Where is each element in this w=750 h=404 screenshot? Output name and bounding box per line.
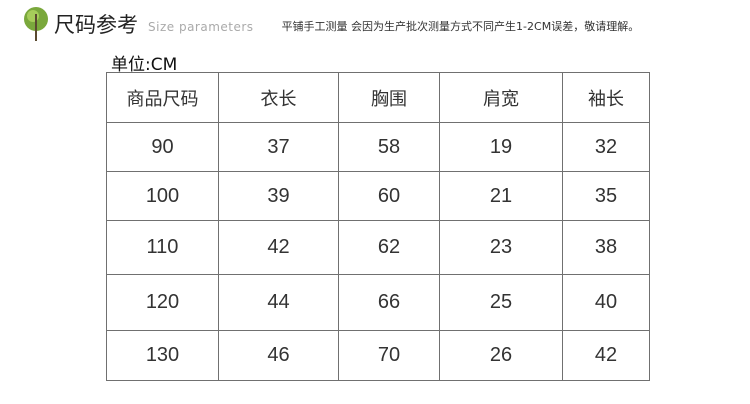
table-cell: 100 (106, 171, 219, 221)
column-header: 胸围 (338, 72, 440, 123)
table-cell: 21 (439, 171, 563, 221)
measurement-note: 平铺手工测量 会因为生产批次测量方式不同产生1-2CM误差，敬请理解。 (281, 20, 640, 33)
table-cell: 44 (218, 274, 339, 331)
table-cell: 35 (562, 171, 650, 221)
table-row: 120 44 66 25 40 (106, 274, 650, 331)
table-cell: 23 (439, 220, 563, 275)
leaf-icon (24, 7, 48, 41)
page-title: 尺码参考 (54, 13, 138, 37)
column-header: 肩宽 (439, 72, 563, 123)
table-cell: 130 (106, 330, 219, 381)
table-cell: 46 (218, 330, 339, 381)
table-cell: 62 (338, 220, 440, 275)
table-cell: 110 (106, 220, 219, 275)
table-cell: 58 (338, 122, 440, 172)
table-cell: 19 (439, 122, 563, 172)
table-cell: 26 (439, 330, 563, 381)
column-header: 衣长 (218, 72, 339, 123)
table-cell: 38 (562, 220, 650, 275)
table-row: 90 37 58 19 32 (106, 122, 650, 172)
table-cell: 37 (218, 122, 339, 172)
size-table: 商品尺码 衣长 胸围 肩宽 袖长 90 37 58 19 32 100 39 60 21 35 110 42 62… (106, 72, 650, 381)
page-subtitle: Size parameters (148, 20, 254, 34)
column-header: 商品尺码 (106, 72, 219, 123)
table-cell: 60 (338, 171, 440, 221)
table-cell: 40 (562, 274, 650, 331)
header: 尺码参考 Size parameters 平铺手工测量 会因为生产批次测量方式不… (22, 6, 639, 42)
table-cell: 66 (338, 274, 440, 331)
table-row: 130 46 70 26 42 (106, 330, 650, 381)
table-cell: 32 (562, 122, 650, 172)
unit-label: 单位:CM (111, 55, 178, 75)
table-cell: 70 (338, 330, 440, 381)
table-cell: 42 (218, 220, 339, 275)
table-row: 100 39 60 21 35 (106, 171, 650, 221)
table-cell: 39 (218, 171, 339, 221)
column-header: 袖长 (562, 72, 650, 123)
table-cell: 120 (106, 274, 219, 331)
table-row: 110 42 62 23 38 (106, 220, 650, 275)
table-cell: 25 (439, 274, 563, 331)
header-row: 商品尺码 衣长 胸围 肩宽 袖长 (106, 72, 650, 123)
table-cell: 42 (562, 330, 650, 381)
table-cell: 90 (106, 122, 219, 172)
